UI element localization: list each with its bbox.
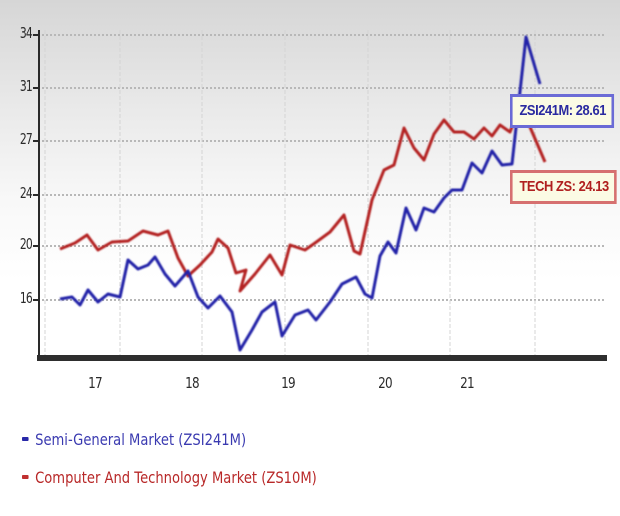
semi-last-value-callout: ZSI241M: 28.61: [510, 94, 614, 128]
x-tick-label: 20: [378, 374, 392, 392]
y-tick-label: 31: [19, 77, 33, 95]
chart-legend: Semi-General Market (ZSI241M) Computer A…: [22, 420, 382, 496]
legend-swatch-semi: [22, 437, 29, 441]
legend-label-tech: Computer And Technology Market (ZS10M): [35, 467, 317, 487]
y-tick-label: 34: [19, 24, 33, 42]
x-tick-label: 21: [460, 374, 474, 392]
legend-item-tech: Computer And Technology Market (ZS10M): [22, 458, 317, 496]
y-tick-label: 20: [19, 235, 33, 253]
x-tick-label: 17: [88, 374, 102, 392]
y-tick-label: 24: [19, 184, 33, 202]
vertical-gridlines: [44, 30, 536, 356]
line-chart: [33, 30, 607, 361]
x-axis: [37, 355, 607, 361]
y-tick-label: 27: [19, 130, 33, 148]
y-axis-ticks: [33, 34, 40, 301]
series-semi-line: [59, 35, 542, 352]
tech-last-value-callout: TECH ZS: 24.13: [510, 170, 617, 204]
legend-swatch-tech: [22, 475, 29, 479]
y-tick-label: 16: [19, 289, 33, 307]
x-tick-label: 18: [185, 374, 199, 392]
legend-label-semi: Semi-General Market (ZSI241M): [35, 429, 247, 449]
x-tick-label: 19: [281, 374, 295, 392]
series-tech-line: [59, 110, 547, 293]
legend-item-semi: Semi-General Market (ZSI241M): [22, 420, 317, 458]
horizontal-gridlines: [42, 34, 605, 301]
